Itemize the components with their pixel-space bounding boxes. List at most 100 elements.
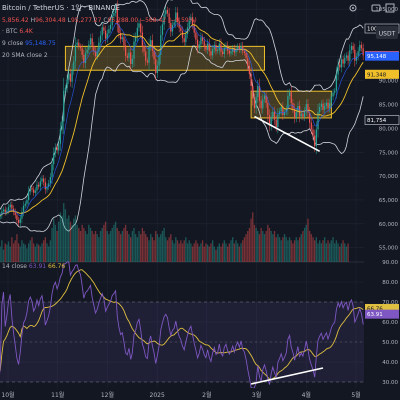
candle [74,37,77,69]
legend: Bitcoin / TetherUS · 1일 · BINANCE 5,856.… [2,3,197,270]
volume-bar [129,237,132,262]
volume-bar [334,243,336,262]
volume-bar [88,224,90,262]
time-tick-label: 2025 [150,392,165,399]
candle-body [146,60,149,63]
volume-bar [221,243,224,262]
candle-body [265,95,267,104]
candle-body [215,44,217,52]
volume-bar [101,227,103,262]
volume-bar [235,240,237,262]
candle [69,68,72,87]
volume-bar [319,240,321,262]
candle [293,103,296,124]
bb-lower-line [0,45,364,232]
candle [4,206,6,216]
candle-body [283,112,286,116]
toolbar-icons[interactable] [349,3,395,13]
candle-body [247,58,249,66]
volume-bar [198,246,200,262]
candle-body [290,92,292,104]
candle [324,102,326,114]
rsi-legend: 14 close 63.91 66.76 [2,263,65,270]
volume-bar [312,237,314,262]
candle-body [262,99,264,109]
candle-body [344,57,346,64]
volume-bar [218,243,220,262]
volume-bar [228,243,231,262]
candle [213,41,215,53]
candle [200,32,202,50]
fullscreen-icon[interactable] [385,3,395,13]
candle [89,33,92,49]
time-tick-label: 12월 [101,391,114,399]
volume-bar [178,243,180,262]
volume-bar [345,246,348,262]
volume-bar [44,237,47,262]
volume-bar [21,240,23,262]
currency-badge[interactable]: USDT [376,26,398,39]
volume-bar [337,243,339,262]
candle [161,18,164,41]
price-tag-bg [365,69,399,79]
volume-bar [59,212,62,262]
candle [195,27,197,45]
candle-body [263,95,266,100]
volume-bar [275,237,277,262]
candle-body [33,189,35,193]
candles[interactable] [0,0,364,227]
volume-bar [138,231,140,262]
candle [270,111,272,131]
price-tag: 81,754 [367,118,387,124]
candle-body [44,182,46,190]
volume-bar [54,224,57,262]
candle-body [268,115,271,126]
candle-body [354,49,356,61]
volume-bar [252,212,254,262]
candle [360,41,363,52]
candle [96,47,98,61]
candle [287,89,289,116]
volume-bar [143,231,145,262]
volume-bar [160,234,162,262]
gear-icon[interactable] [349,4,357,12]
candle-body [136,27,138,37]
candle-body [148,46,150,63]
candle-body [210,51,212,56]
price-tick-label: 55,000 [379,246,399,252]
time-tick-label: 11월 [51,391,64,399]
ohlc-item: H96,304.48 [31,17,68,24]
volume-bar [297,240,299,262]
volume-bar [48,246,50,262]
bollinger-bands [0,0,364,232]
volume-bar [128,234,130,262]
candle-body [0,215,1,217]
volume-bar [158,237,160,262]
candle [31,185,33,193]
candle-body [93,45,95,52]
volume-bar [99,231,102,262]
candle [153,45,155,65]
rsi-tick-label: 70.00 [382,300,398,306]
candle-body [181,31,184,39]
volume-bar [278,237,281,262]
candle [222,48,224,57]
candle [11,201,13,213]
candle-body [83,54,85,64]
volume-bar [285,237,287,262]
candle [357,47,359,61]
candle-body [53,153,55,165]
candle-body [334,90,336,93]
candle [6,207,8,216]
volume-bar [302,231,304,262]
candle [196,34,199,54]
candle [99,30,102,48]
volume-bar [305,224,307,262]
candle [81,43,83,60]
candle [68,69,70,85]
candle-body [73,61,75,70]
camera-icon[interactable] [371,4,381,12]
volume-bar [113,224,115,262]
